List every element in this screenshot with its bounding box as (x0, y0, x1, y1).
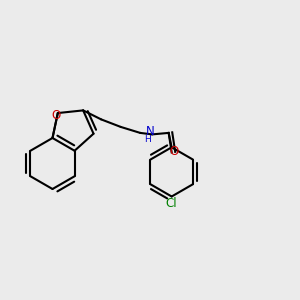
Text: O: O (169, 145, 179, 158)
Text: N: N (146, 125, 154, 138)
Text: Cl: Cl (166, 197, 178, 211)
Text: O: O (52, 109, 61, 122)
Text: H: H (144, 135, 151, 144)
